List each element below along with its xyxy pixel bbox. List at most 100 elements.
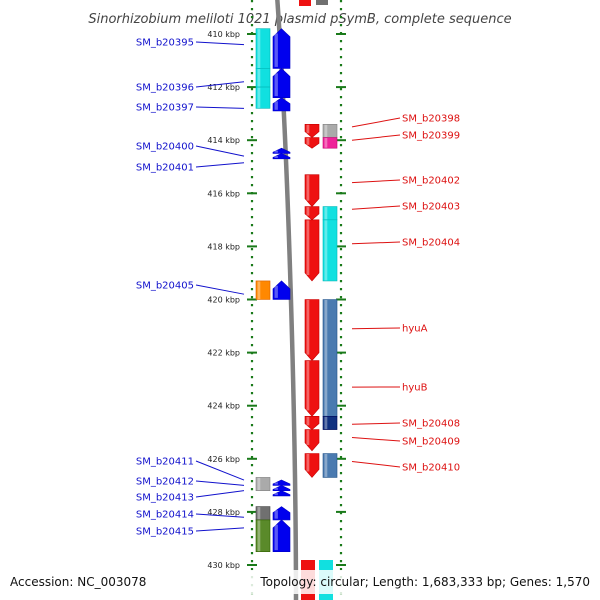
gene-highlight bbox=[274, 285, 278, 298]
gene-SM_b20404[interactable] bbox=[322, 219, 338, 282]
gene-highlight bbox=[324, 207, 328, 220]
ruler-tick-label: 428 kbp bbox=[207, 508, 240, 517]
gene-highlight bbox=[306, 138, 310, 145]
gene-highlight bbox=[274, 493, 278, 496]
ruler-tick-label: 410 kbp bbox=[207, 30, 240, 39]
gene-SM_b20397[interactable] bbox=[255, 86, 271, 109]
gene-features bbox=[255, 28, 338, 553]
ruler-tick-label: 424 kbp bbox=[207, 402, 240, 411]
gene-hyuA[interactable] bbox=[304, 299, 320, 362]
gene-highlight bbox=[306, 361, 310, 411]
gene-SM_b20405[interactable] bbox=[255, 280, 271, 300]
gene-SM_b20399[interactable] bbox=[304, 137, 320, 149]
gene-highlight bbox=[306, 220, 310, 276]
gene-SM_b20401[interactable] bbox=[272, 153, 291, 160]
gene-SM_b20415[interactable] bbox=[255, 519, 271, 553]
gene-highlight bbox=[274, 510, 278, 519]
gene-label-SM_b20402[interactable]: SM_b20402 bbox=[402, 176, 460, 187]
gene-label-SM_b20413[interactable]: SM_b20413 bbox=[136, 493, 194, 504]
gene-label-SM_b20411[interactable]: SM_b20411 bbox=[136, 457, 194, 468]
gene-label-SM_b20409[interactable]: SM_b20409 bbox=[402, 437, 460, 448]
gene-SM_b20408[interactable] bbox=[322, 415, 338, 430]
label-leader bbox=[351, 134, 401, 141]
gene-label-SM_b20399[interactable]: SM_b20399 bbox=[402, 131, 460, 142]
gene-label-SM_b20395[interactable]: SM_b20395 bbox=[136, 38, 194, 49]
label-leader bbox=[351, 205, 401, 210]
ruler-tick-label: 420 kbp bbox=[207, 296, 240, 305]
ruler-tick-label: 416 kbp bbox=[207, 189, 240, 198]
gene-label-hyuB[interactable]: hyuB bbox=[402, 383, 428, 394]
gene-highlight bbox=[324, 416, 328, 430]
feature-above-view bbox=[299, 0, 311, 6]
gene-SM_b20405[interactable] bbox=[272, 280, 291, 300]
gene-label-SM_b20408[interactable]: SM_b20408 bbox=[402, 419, 460, 430]
gene-highlight bbox=[274, 155, 278, 158]
label-leader bbox=[195, 106, 245, 109]
gene-SM_b20404[interactable] bbox=[304, 219, 320, 282]
label-leader bbox=[351, 327, 401, 330]
gene-highlight bbox=[324, 220, 328, 281]
gene-label-hyuA[interactable]: hyuA bbox=[402, 324, 428, 335]
label-leader bbox=[195, 81, 245, 88]
ruler-tick-label: 426 kbp bbox=[207, 455, 240, 464]
gene-highlight bbox=[324, 453, 328, 477]
gene-SM_b20409[interactable] bbox=[304, 429, 320, 452]
gene-highlight bbox=[324, 300, 328, 416]
gene-SM_b20403[interactable] bbox=[304, 206, 320, 221]
label-leader bbox=[195, 145, 245, 157]
gene-label-SM_b20405[interactable]: SM_b20405 bbox=[136, 281, 194, 292]
gene-label-SM_b20401[interactable]: SM_b20401 bbox=[136, 163, 194, 174]
position-ruler: 410 kbp 412 kbp 414 kbp 416 kbp 418 kbp 420 k… bbox=[207, 0, 346, 600]
gene-label-SM_b20414[interactable]: SM_b20414 bbox=[136, 510, 194, 521]
gene-highlight bbox=[324, 138, 328, 148]
label-leader bbox=[351, 422, 401, 425]
gene-SM_b20398[interactable] bbox=[304, 124, 320, 138]
gene-label-SM_b20415[interactable]: SM_b20415 bbox=[136, 527, 194, 538]
gene-label-SM_b20398[interactable]: SM_b20398 bbox=[402, 114, 460, 125]
gene-highlight bbox=[324, 124, 328, 138]
gene-SM_b20397[interactable] bbox=[272, 97, 291, 112]
gene-highlight bbox=[306, 300, 310, 355]
gene-highlight bbox=[257, 507, 261, 520]
gene-highlight bbox=[274, 33, 278, 67]
label-leader bbox=[351, 117, 401, 128]
label-leader bbox=[195, 460, 245, 481]
gene-highlight bbox=[274, 482, 278, 485]
gene-SM_b20410[interactable] bbox=[322, 453, 338, 478]
gene-highlight bbox=[257, 477, 261, 491]
gene-label-SM_b20397[interactable]: SM_b20397 bbox=[136, 103, 194, 114]
gene-label-SM_b20396[interactable]: SM_b20396 bbox=[136, 83, 194, 94]
gene-highlight bbox=[306, 416, 310, 426]
gene-label-SM_b20412[interactable]: SM_b20412 bbox=[136, 477, 194, 488]
label-leader bbox=[195, 41, 245, 46]
ruler-tick-label: 422 kbp bbox=[207, 349, 240, 358]
gene-label-SM_b20400[interactable]: SM_b20400 bbox=[136, 142, 194, 153]
gene-label-SM_b20404[interactable]: SM_b20404 bbox=[402, 238, 460, 249]
gene-highlight bbox=[306, 207, 310, 216]
gene-SM_b20412[interactable] bbox=[255, 477, 271, 492]
gene-label-SM_b20410[interactable]: SM_b20410 bbox=[402, 463, 460, 474]
gene-highlight bbox=[257, 87, 261, 108]
gene-highlight bbox=[274, 150, 278, 153]
label-leader bbox=[195, 480, 245, 486]
ruler-tick-label: 430 kbp bbox=[207, 561, 240, 570]
gene-highlight bbox=[306, 430, 310, 445]
gene-SM_b20413[interactable] bbox=[272, 490, 291, 497]
label-leader bbox=[195, 162, 245, 168]
gene-highlight bbox=[257, 29, 261, 69]
gene-SM_b20402[interactable] bbox=[304, 174, 320, 208]
label-leader bbox=[351, 179, 401, 184]
gene-hyuB[interactable] bbox=[304, 360, 320, 417]
gene-label-SM_b20403[interactable]: SM_b20403 bbox=[402, 202, 460, 213]
gene-highlight bbox=[306, 453, 310, 472]
gene-SM_b20408[interactable] bbox=[304, 415, 320, 430]
footer-background bbox=[0, 570, 600, 594]
gene-SM_b20399[interactable] bbox=[322, 137, 338, 149]
label-leader bbox=[195, 527, 245, 532]
gene-SM_b20415[interactable] bbox=[272, 519, 291, 553]
gene-highlight bbox=[274, 524, 278, 551]
summary-text: Topology: circular; Length: 1,683,333 bp… bbox=[259, 575, 590, 589]
gene-SM_b20410[interactable] bbox=[304, 453, 320, 478]
gene-highlight bbox=[274, 101, 278, 110]
gene-highlight bbox=[306, 124, 310, 134]
